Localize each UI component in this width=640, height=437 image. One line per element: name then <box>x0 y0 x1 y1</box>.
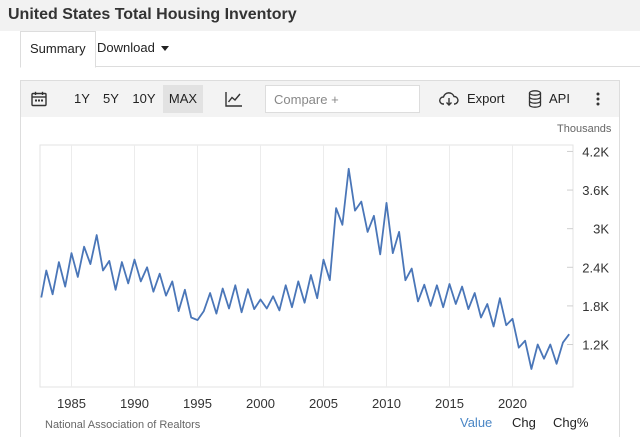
x-tick-label: 2020 <box>498 396 527 411</box>
tab-download[interactable]: Download <box>88 31 178 67</box>
more-vertical-icon[interactable] <box>595 92 601 106</box>
calendar-icon[interactable] <box>31 91 47 107</box>
range-max[interactable]: MAX <box>163 85 203 113</box>
plot-border <box>39 144 574 388</box>
page-title: United States Total Housing Inventory <box>8 6 297 23</box>
x-tick-label: 2015 <box>435 396 464 411</box>
chart-toolbar: 1Y 5Y 10Y MAX Export API <box>21 81 619 117</box>
x-tick-label: 1995 <box>183 396 212 411</box>
x-tick-label: 1985 <box>57 396 86 411</box>
line-chart-icon[interactable] <box>225 91 243 107</box>
caret-down-icon <box>160 46 169 52</box>
view-chg-button[interactable]: Chg <box>512 415 536 430</box>
y-tick-label: 1.8K <box>582 299 609 314</box>
y-tick-label: 4.2K <box>582 144 609 159</box>
api-label: API <box>549 91 570 106</box>
database-icon <box>528 90 542 108</box>
tab-bar: Summary Download <box>20 31 640 68</box>
title-bar: United States Total Housing Inventory <box>0 0 640 31</box>
series-line <box>40 167 570 370</box>
y-tick-label: 3.6K <box>582 183 609 198</box>
y-tick-label: 2.4K <box>582 260 609 275</box>
range-1y[interactable]: 1Y <box>74 91 90 106</box>
x-tick-label: 2000 <box>246 396 275 411</box>
cloud-download-icon <box>439 92 459 106</box>
view-chg-percent-button[interactable]: Chg% <box>553 415 589 430</box>
source-label: National Association of Realtors <box>45 419 201 431</box>
x-tick-label: 1990 <box>120 396 149 411</box>
range-10y[interactable]: 10Y <box>132 91 156 106</box>
y-tick-label: 3K <box>593 222 609 237</box>
y-tick-label: 1.2K <box>582 338 609 353</box>
range-5y[interactable]: 5Y <box>103 91 119 106</box>
tab-download-label: Download <box>97 40 155 55</box>
x-tick-label: 2005 <box>309 396 338 411</box>
compare-input[interactable] <box>265 85 420 113</box>
tab-summary[interactable]: Summary <box>20 31 96 68</box>
api-button[interactable]: API <box>526 81 576 117</box>
units-label: Thousands <box>557 123 612 135</box>
export-label: Export <box>467 91 505 106</box>
x-tick-label: 2010 <box>372 396 401 411</box>
view-value-button[interactable]: Value <box>460 415 493 430</box>
line-chart: 1985 1990 1995 2000 2005 2010 2015 2020 1.2K 1.8K… <box>39 144 609 411</box>
chart-panel: 1Y 5Y 10Y MAX Export API <box>20 80 620 437</box>
export-button[interactable]: Export <box>437 81 507 117</box>
